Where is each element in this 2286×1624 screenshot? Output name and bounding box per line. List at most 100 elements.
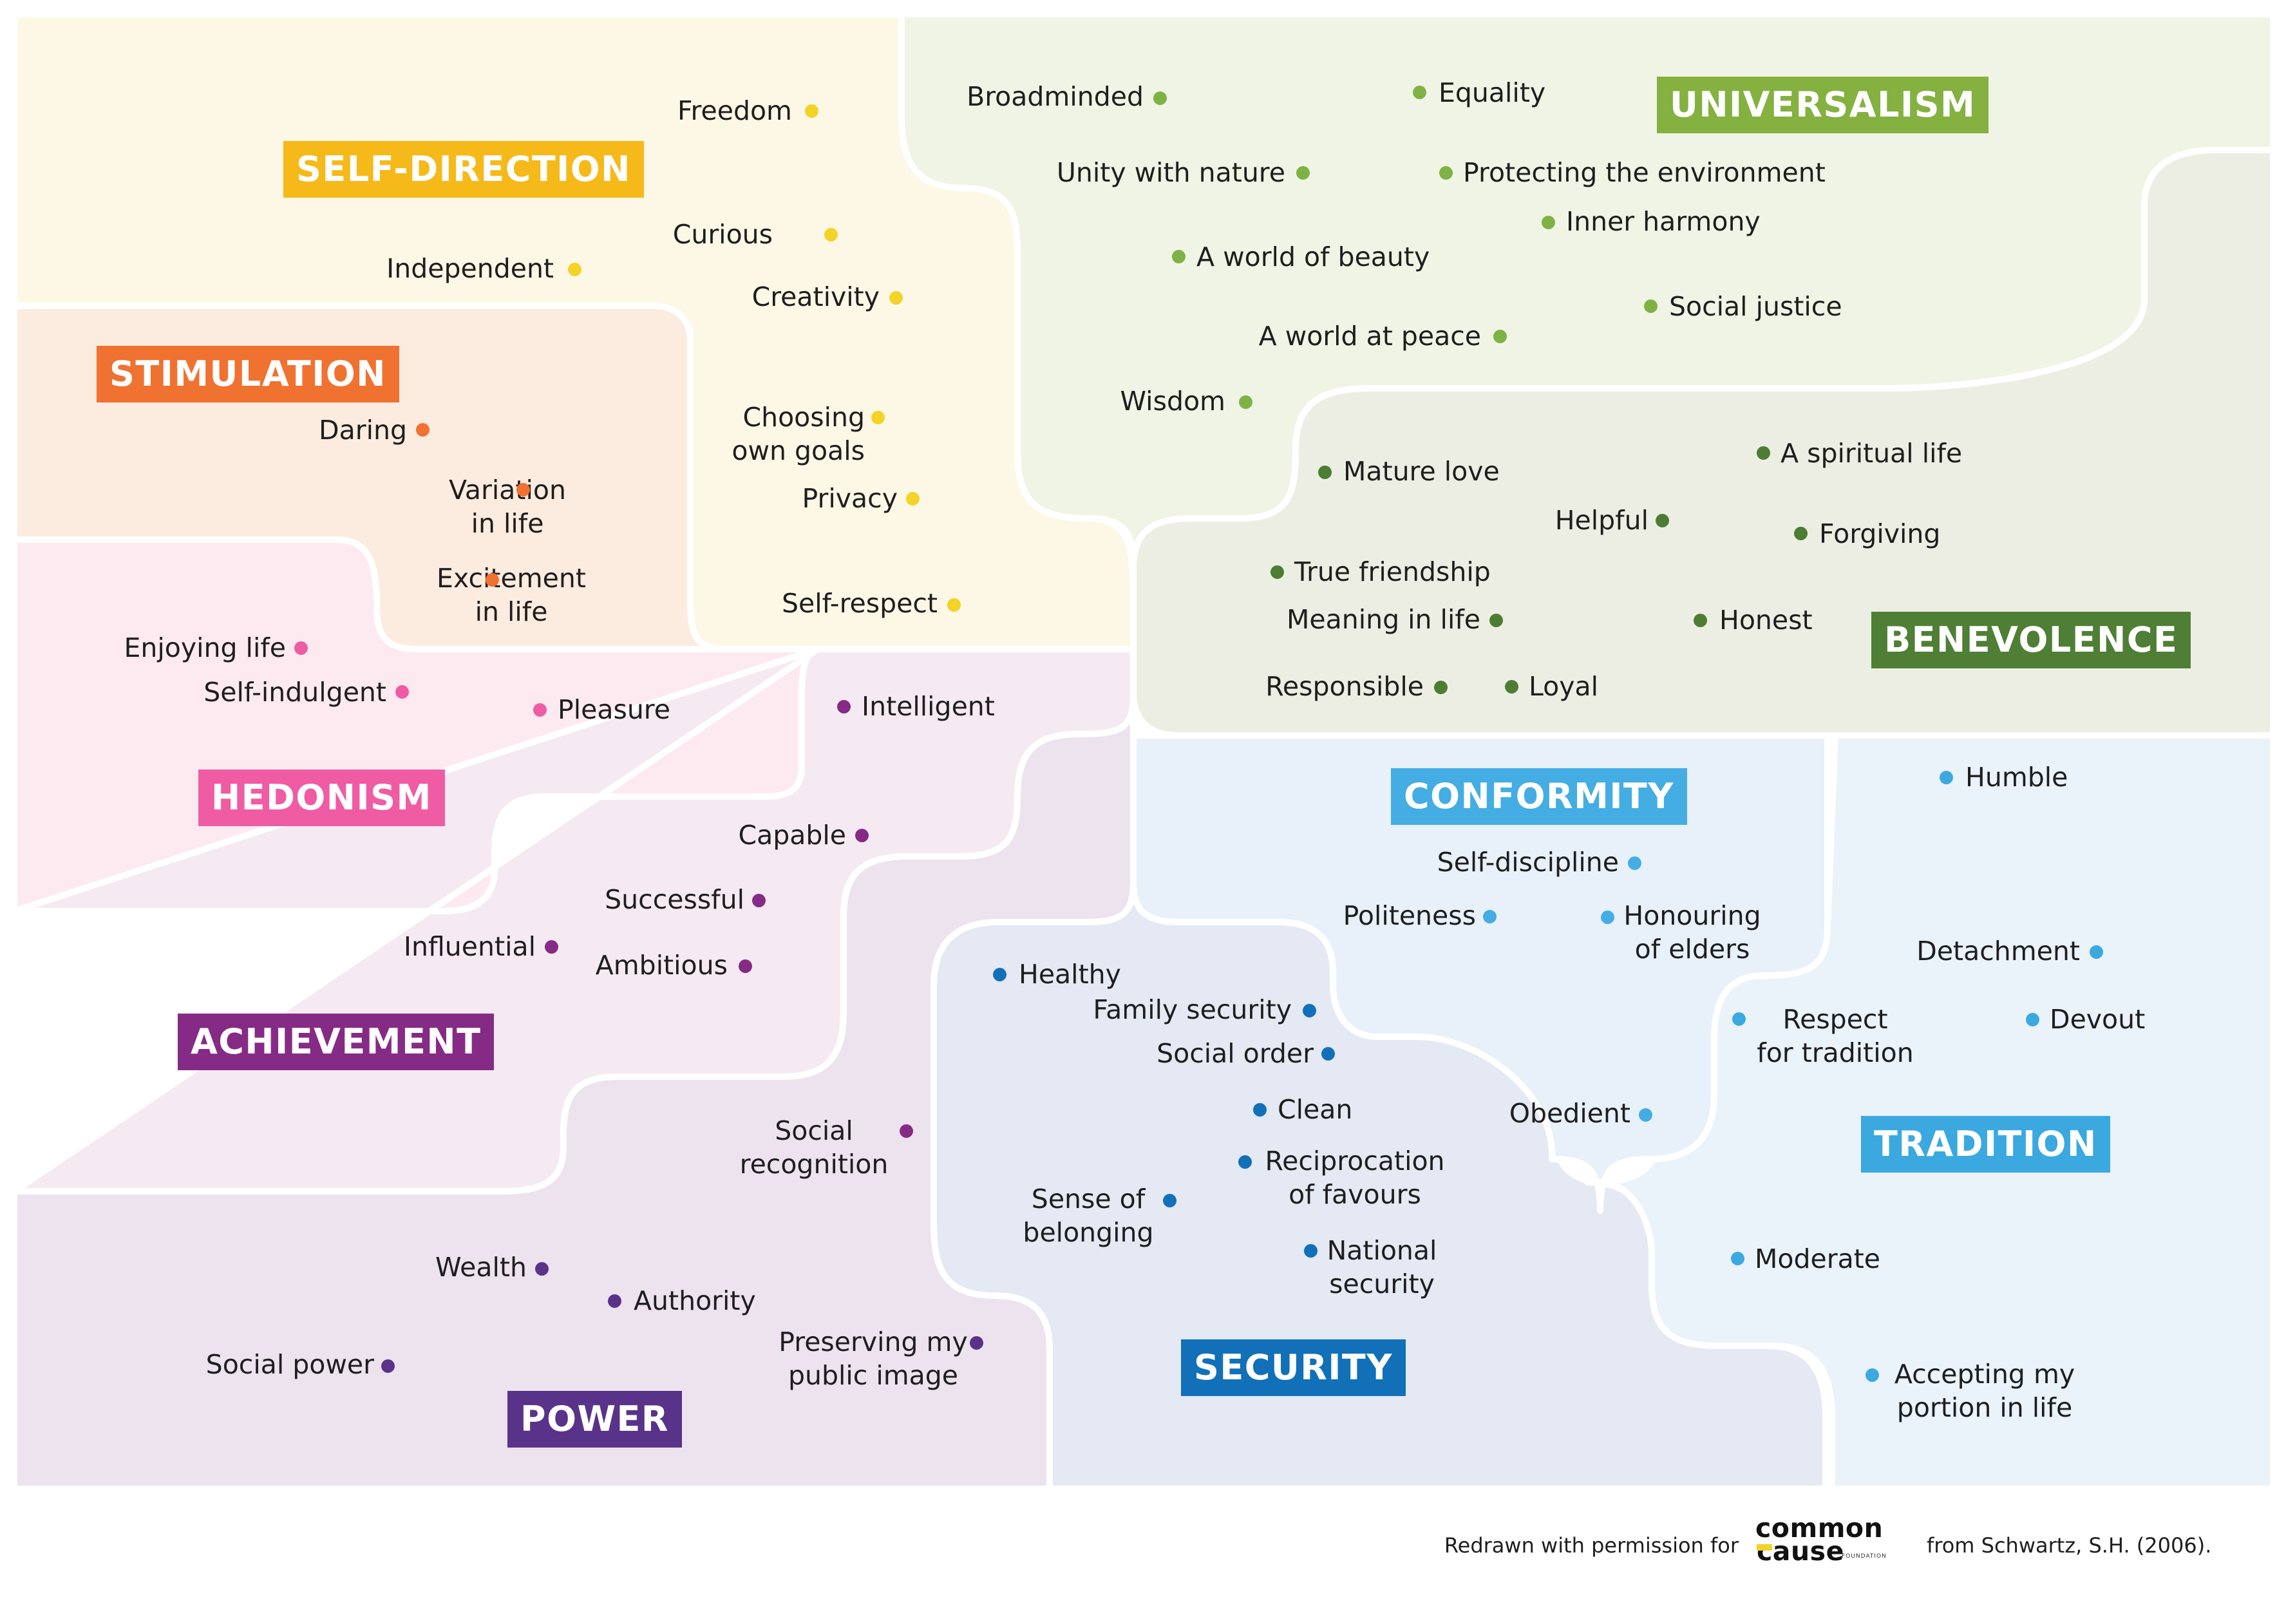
value-dot <box>871 411 885 424</box>
value-label: Moderate <box>1755 1243 1880 1274</box>
value-label: Creativity <box>751 281 880 312</box>
region-label-universalism: UNIVERSALISM <box>1657 77 1989 133</box>
value-label: Authority <box>634 1285 756 1316</box>
value-label: Curious <box>672 219 773 250</box>
value-label: Honouring of elders <box>1623 900 1761 965</box>
value-dot <box>2026 1013 2039 1026</box>
value-dot <box>900 1124 913 1138</box>
value-label: Choosing own goals <box>732 402 865 466</box>
value-dot <box>2090 945 2103 959</box>
value-dot <box>906 492 920 505</box>
value-dot <box>1757 446 1770 460</box>
value-label: Accepting my portion in life <box>1894 1359 2075 1423</box>
value-label: Family security <box>1093 994 1292 1025</box>
region-shapes <box>11 11 2276 1492</box>
value-label: Wealth <box>435 1252 527 1283</box>
value-label: True friendship <box>1294 556 1491 587</box>
value-dot <box>805 104 818 118</box>
value-dot <box>1628 856 1641 870</box>
value-dot <box>416 423 430 437</box>
value-dot <box>1644 299 1658 313</box>
value-dot <box>1493 330 1507 343</box>
value-dot <box>1296 166 1310 180</box>
value-dot <box>970 1336 983 1350</box>
value-label: Self-indulgent <box>203 677 386 708</box>
value-dot <box>1731 1252 1744 1265</box>
value-dot <box>1238 1155 1252 1169</box>
value-label: Self-respect <box>781 588 938 619</box>
region-label-conformity: CONFORMITY <box>1391 768 1687 825</box>
value-label: Forgiving <box>1819 518 1941 549</box>
value-label: Obedient <box>1509 1098 1630 1129</box>
value-dot <box>1794 527 1808 540</box>
value-label: Preserving my public image <box>779 1327 968 1391</box>
region-benevolence <box>1130 147 2276 739</box>
value-dot <box>1271 565 1284 579</box>
value-label: A world of beauty <box>1196 241 1430 272</box>
value-label: Social recognition <box>739 1115 889 1180</box>
value-dot <box>1253 1103 1267 1117</box>
value-dot <box>1321 1047 1335 1061</box>
value-dot <box>993 968 1006 981</box>
value-label: Daring <box>319 415 407 446</box>
value-dot <box>1940 771 1953 784</box>
region-label-tradition: TRADITION <box>1861 1116 2110 1173</box>
value-dot <box>1542 216 1555 229</box>
footer-credit-text: Redrawn with permission for <box>1444 1533 1739 1558</box>
value-label: Intelligent <box>862 691 995 722</box>
value-dot <box>1163 1194 1176 1207</box>
value-label: Privacy <box>802 483 898 514</box>
value-dot <box>837 700 851 713</box>
value-dot <box>1656 514 1669 527</box>
value-label: Responsible <box>1265 671 1424 702</box>
logo-word-foundation: FOUNDATION <box>1842 1553 1887 1560</box>
value-dot <box>545 940 558 954</box>
value-label: Broadminded <box>967 81 1144 112</box>
value-label: Honest <box>1719 605 1813 636</box>
value-label: Inner harmony <box>1566 206 1761 237</box>
value-label: Pleasure <box>558 694 670 725</box>
value-dot <box>1172 250 1186 263</box>
region-label-power: POWER <box>507 1391 683 1448</box>
region-label-stimulation: STIMULATION <box>97 346 399 402</box>
value-dot <box>486 573 499 587</box>
value-dot <box>1434 681 1448 694</box>
value-dot <box>1413 86 1426 99</box>
value-label: National security <box>1327 1235 1437 1299</box>
logo-accent-mark <box>1757 1544 1772 1551</box>
value-label: Wisdom <box>1120 386 1225 417</box>
value-label: Respect for tradition <box>1757 1004 1914 1068</box>
value-label: Protecting the environment <box>1463 157 1826 188</box>
value-dot <box>1318 466 1332 479</box>
value-label: Enjoying life <box>124 632 286 663</box>
value-dot <box>947 598 961 612</box>
value-label: Ambitious <box>595 950 728 981</box>
value-dot <box>1153 91 1167 105</box>
value-label: Sense of belonging <box>1023 1184 1154 1248</box>
value-dot <box>395 685 409 699</box>
value-label: Devout <box>2050 1004 2146 1035</box>
value-label: Self-discipline <box>1437 847 1619 878</box>
value-dot <box>533 703 547 717</box>
value-label: Reciprocation of favours <box>1265 1146 1445 1210</box>
value-label: Clean <box>1278 1094 1353 1125</box>
region-tradition <box>1597 732 2276 1492</box>
value-dot <box>1732 1012 1746 1026</box>
value-label: Freedom <box>677 95 792 126</box>
logo-word-common: common <box>1755 1513 1884 1544</box>
value-dot <box>1601 911 1614 924</box>
value-label: Detachment <box>1916 936 2080 967</box>
value-label: Mature love <box>1343 456 1500 487</box>
region-label-security: SECURITY <box>1181 1339 1406 1396</box>
value-dot <box>1639 1108 1652 1122</box>
value-dot <box>824 228 838 241</box>
value-dot <box>1483 910 1497 923</box>
value-label: A world at peace <box>1258 321 1481 352</box>
value-label: Helpful <box>1554 505 1648 536</box>
logo-word-cause: cause <box>1757 1536 1844 1567</box>
region-label-achievement: ACHIEVEMENT <box>178 1014 495 1070</box>
value-dot <box>1239 395 1252 409</box>
value-dot <box>889 291 903 305</box>
value-dot <box>1303 1004 1316 1017</box>
